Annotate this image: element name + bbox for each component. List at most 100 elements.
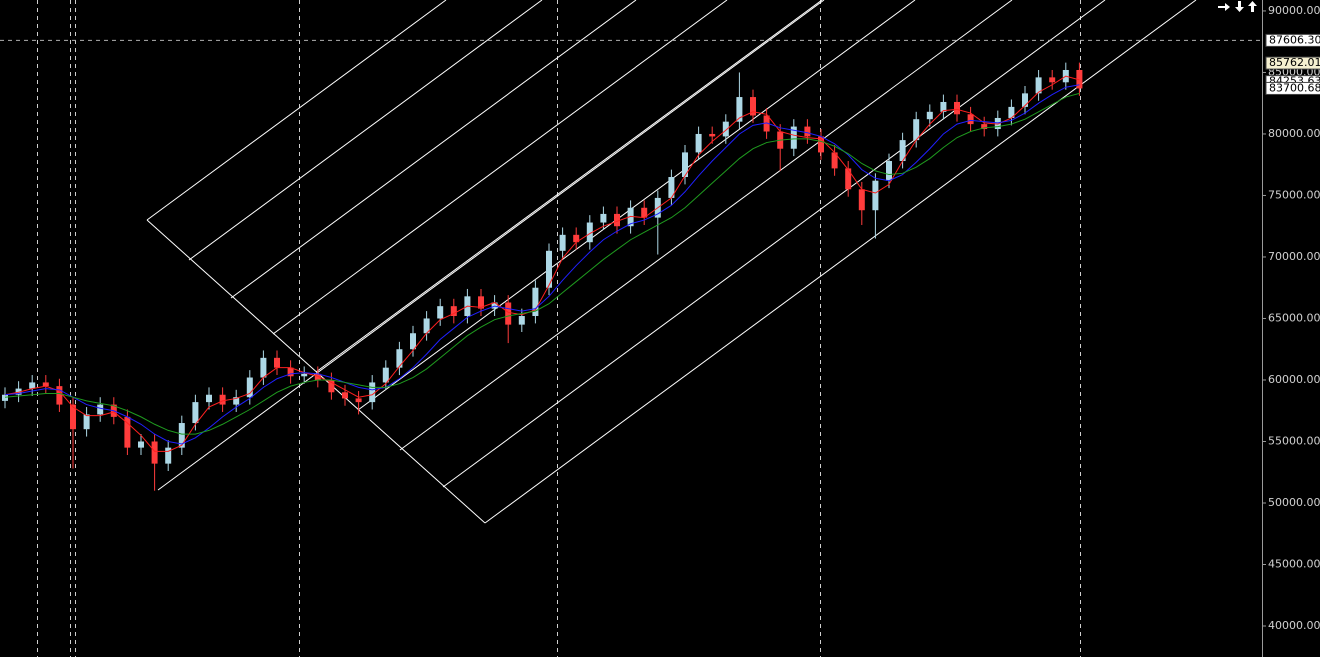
- y-tick-label: 40000.00: [1268, 619, 1320, 632]
- toolbar-arrows[interactable]: [1218, 1, 1257, 12]
- candle-body: [926, 111, 933, 120]
- candle-body: [246, 377, 253, 398]
- candle-body: [2, 394, 8, 401]
- candle-body: [954, 101, 960, 115]
- candle-body: [165, 447, 172, 464]
- candle-body: [750, 97, 756, 116]
- candle-body: [858, 189, 865, 211]
- channel-line: [357, 0, 916, 411]
- moving-average: [4, 92, 1080, 435]
- candle-body: [396, 349, 403, 368]
- candle-body: [559, 234, 566, 251]
- y-tick-label: 50000.00: [1268, 496, 1320, 509]
- candle-body: [940, 101, 947, 112]
- candle-body: [314, 373, 321, 380]
- candle-body: [437, 306, 444, 319]
- price-axis: [1262, 0, 1320, 657]
- candle-body: [355, 398, 362, 403]
- fibonacci-channel: [146, 0, 1197, 524]
- y-tick-label: 90000.00: [1268, 4, 1320, 17]
- y-tick-label: 75000.00: [1268, 188, 1320, 201]
- candle-body: [274, 357, 280, 368]
- candle-body: [831, 152, 838, 169]
- candle-body: [994, 117, 1001, 130]
- candle-body: [967, 114, 974, 125]
- candle-body: [450, 306, 457, 317]
- candle-body: [83, 414, 90, 430]
- candle-body: [546, 250, 552, 288]
- candle-body: [491, 302, 498, 309]
- candle-body: [1035, 77, 1042, 94]
- candle-body: [641, 207, 648, 218]
- price-marker-label: 85762.01: [1269, 56, 1320, 69]
- candle-body: [56, 386, 63, 405]
- y-tick-label: 70000.00: [1268, 250, 1320, 263]
- candle-body: [695, 133, 702, 153]
- y-tick-label: 65000.00: [1268, 311, 1320, 324]
- candle-body: [1076, 69, 1083, 89]
- candle-body: [260, 357, 267, 378]
- candle-body: [138, 441, 144, 448]
- candle-body: [124, 416, 131, 448]
- candle-body: [97, 404, 104, 415]
- candle-body: [1008, 106, 1015, 118]
- candle-body: [1049, 77, 1056, 83]
- candle-body: [736, 97, 743, 122]
- candle-body: [682, 152, 688, 178]
- arrow-up[interactable]: [1248, 1, 1257, 12]
- plot-area: [0, 39, 1262, 491]
- period-separators: [37, 0, 1081, 657]
- candle-body: [478, 296, 484, 309]
- candle-body: [342, 392, 348, 399]
- channel-line: [230, 0, 637, 299]
- candle-body: [790, 126, 797, 149]
- channel-line: [157, 0, 825, 491]
- candle-body: [981, 124, 988, 130]
- candle-body: [382, 367, 389, 383]
- candle-body: [206, 394, 212, 403]
- candle-body: [614, 213, 620, 227]
- candle-body: [872, 180, 879, 211]
- price-marker-box: [1265, 81, 1320, 95]
- arrow-right[interactable]: [1218, 3, 1230, 11]
- candle-body: [1022, 93, 1028, 107]
- candle-body: [192, 402, 199, 424]
- candle-body: [410, 333, 416, 350]
- channel-line: [146, 0, 447, 221]
- candle-body: [423, 318, 430, 334]
- price-marker-box: [1265, 33, 1320, 47]
- candle-body: [70, 404, 76, 430]
- candle-body: [328, 379, 335, 393]
- price-marker-label: 87606.30: [1269, 33, 1320, 46]
- candle-body: [42, 382, 49, 387]
- candle-body: [600, 213, 607, 223]
- candle-body: [886, 161, 892, 181]
- candle-body: [518, 316, 525, 325]
- candle-body: [722, 121, 729, 137]
- arrow-down[interactable]: [1235, 1, 1244, 12]
- candle-body: [505, 302, 512, 325]
- candle-body: [845, 168, 852, 190]
- candle-body: [301, 373, 308, 377]
- y-tick-label: 55000.00: [1268, 434, 1320, 447]
- channel-line: [442, 0, 1106, 488]
- candle-body: [29, 382, 36, 389]
- channel-line: [399, 0, 1013, 451]
- moving-average: [4, 84, 1080, 445]
- candle-body: [763, 115, 770, 132]
- candle-body: [287, 367, 294, 377]
- candle-body: [899, 140, 906, 162]
- channel-line: [188, 0, 543, 261]
- candle-body: [178, 423, 185, 448]
- candle-body: [668, 177, 675, 198]
- candle-body: [627, 207, 634, 227]
- price-axis-labels: 40000.00 45000.00 50000.00 55000.00 60000.00…: [1262, 4, 1320, 632]
- candle-body: [818, 136, 824, 153]
- moving-average: [4, 75, 1080, 452]
- candle-body: [913, 119, 920, 141]
- candle-body: [233, 397, 240, 405]
- candle-body: [804, 126, 811, 137]
- candle-body: [573, 234, 580, 243]
